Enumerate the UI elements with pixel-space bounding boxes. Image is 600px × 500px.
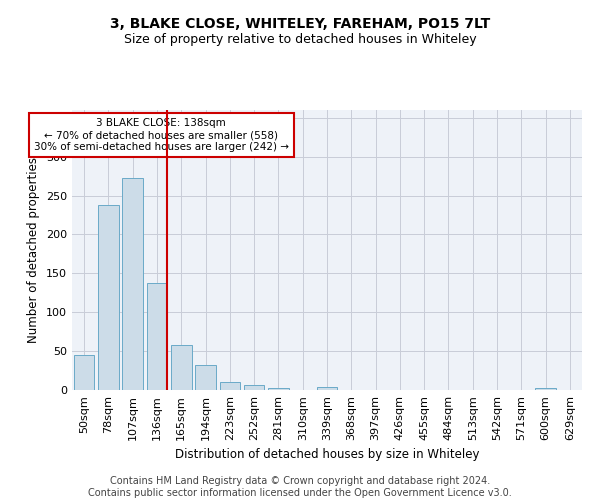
X-axis label: Distribution of detached houses by size in Whiteley: Distribution of detached houses by size … xyxy=(175,448,479,462)
Bar xyxy=(171,345,191,390)
Bar xyxy=(122,178,143,390)
Text: 3 BLAKE CLOSE: 138sqm
← 70% of detached houses are smaller (558)
30% of semi-det: 3 BLAKE CLOSE: 138sqm ← 70% of detached … xyxy=(34,118,289,152)
Bar xyxy=(74,355,94,390)
Text: 3, BLAKE CLOSE, WHITELEY, FAREHAM, PO15 7LT: 3, BLAKE CLOSE, WHITELEY, FAREHAM, PO15 … xyxy=(110,18,490,32)
Bar xyxy=(98,205,119,390)
Bar xyxy=(317,387,337,390)
Bar xyxy=(195,365,216,390)
Bar xyxy=(268,388,289,390)
Text: Size of property relative to detached houses in Whiteley: Size of property relative to detached ho… xyxy=(124,32,476,46)
Bar xyxy=(220,382,240,390)
Bar xyxy=(146,282,167,390)
Y-axis label: Number of detached properties: Number of detached properties xyxy=(28,157,40,343)
Bar xyxy=(535,388,556,390)
Bar xyxy=(244,384,265,390)
Text: Contains HM Land Registry data © Crown copyright and database right 2024.
Contai: Contains HM Land Registry data © Crown c… xyxy=(88,476,512,498)
